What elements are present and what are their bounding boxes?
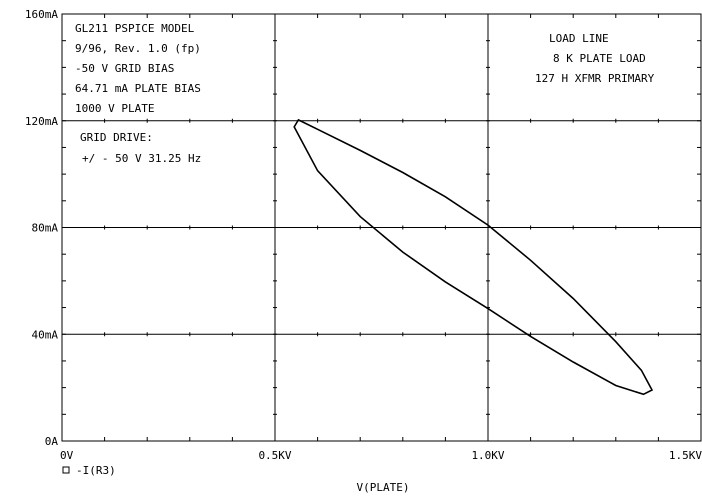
y-tick-label: 0A — [45, 435, 59, 448]
annotation-grid-drive-value: +/ - 50 V 31.25 Hz — [82, 152, 201, 165]
annotation-grid-drive-title: GRID DRIVE: — [80, 131, 153, 144]
y-tick-label: 40mA — [32, 328, 59, 341]
legend-series-label: -I(R3) — [76, 464, 116, 477]
series-line-i-r3 — [293, 118, 654, 396]
x-tick-label: 1.5KV — [669, 449, 702, 462]
annotation-plate-load: 8 K PLATE LOAD — [553, 52, 646, 65]
annotation-model-title: GL211 PSPICE MODEL — [75, 22, 195, 35]
x-tick-label: 0V — [60, 449, 74, 462]
annotation-xfmr-primary: 127 H XFMR PRIMARY — [535, 72, 655, 85]
annotation-revision: 9/96, Rev. 1.0 (fp) — [75, 42, 201, 55]
annotation-block-grid-drive: GRID DRIVE: +/ - 50 V 31.25 Hz — [80, 131, 201, 165]
annotation-block-load-line: LOAD LINE 8 K PLATE LOAD 127 H XFMR PRIM… — [535, 32, 655, 85]
y-tick-label: 120mA — [25, 115, 58, 128]
x-tick-label: 1.0KV — [471, 449, 504, 462]
annotation-load-line-title: LOAD LINE — [549, 32, 609, 45]
annotation-grid-bias: -50 V GRID BIAS — [75, 62, 174, 75]
y-tick-labels: 0A 40mA 80mA 120mA 160mA — [25, 8, 58, 448]
x-tick-label: 0.5KV — [258, 449, 291, 462]
annotation-plate-bias: 64.71 mA PLATE BIAS — [75, 82, 201, 95]
y-tick-label: 160mA — [25, 8, 58, 21]
x-tick-labels: 0V 0.5KV 1.0KV 1.5KV — [60, 449, 702, 462]
legend-square-marker — [62, 466, 70, 474]
tick-marks — [62, 14, 701, 441]
annotation-plate-voltage: 1000 V PLATE — [75, 102, 154, 115]
legend: -I(R3) — [62, 464, 116, 477]
y-tick-label: 80mA — [32, 222, 59, 235]
plot-frame — [61, 13, 702, 442]
x-axis-label: V(PLATE) — [357, 481, 410, 494]
annotation-block-model: GL211 PSPICE MODEL 9/96, Rev. 1.0 (fp) -… — [75, 22, 201, 115]
